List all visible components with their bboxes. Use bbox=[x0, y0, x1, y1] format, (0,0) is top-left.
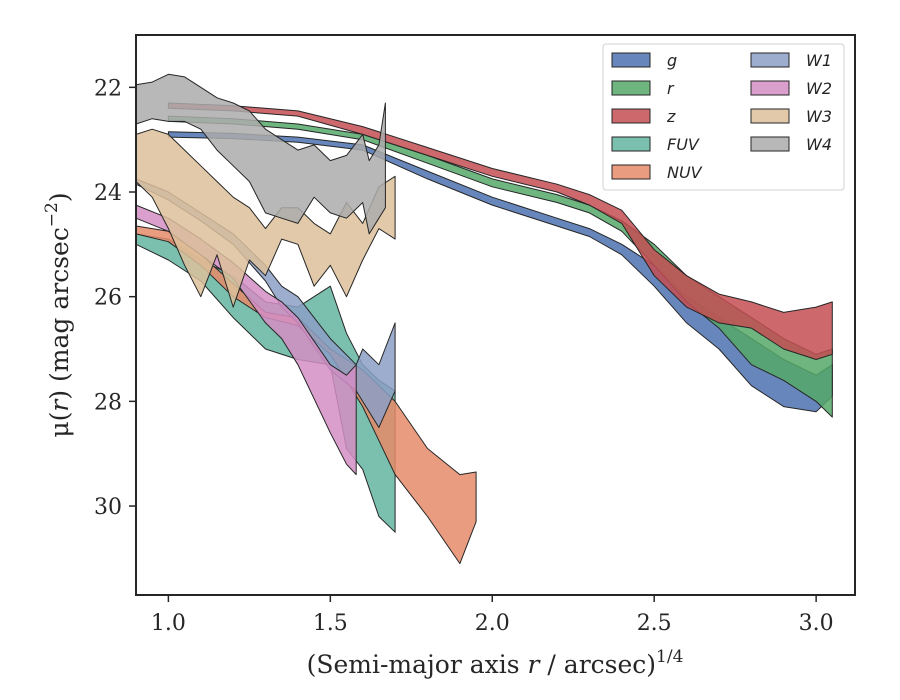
band-w3 bbox=[135, 128, 396, 308]
legend-entry-g: g bbox=[611, 51, 677, 70]
legend-label: W2 bbox=[806, 79, 832, 98]
legend-swatch bbox=[750, 80, 790, 96]
band-w4 bbox=[135, 73, 386, 235]
x-axis-label: (Semi-major axis r / arcsec)1/4 bbox=[307, 647, 684, 679]
legend-label: W1 bbox=[806, 51, 832, 70]
legend-swatch bbox=[750, 52, 790, 68]
y-ticks: 22 24 26 28 30 bbox=[94, 76, 136, 520]
legend-label: FUV bbox=[667, 135, 700, 154]
legend-label: z bbox=[666, 107, 676, 126]
legend-swatch bbox=[750, 108, 790, 124]
legend-swatch bbox=[611, 52, 651, 68]
legend-label: g bbox=[667, 51, 677, 70]
x-tick-label: 1.0 bbox=[151, 611, 186, 636]
legend-label: NUV bbox=[667, 163, 703, 182]
legend-entry-w1: W1 bbox=[750, 51, 832, 70]
legend-entry-w4: W4 bbox=[750, 135, 832, 154]
legend-entry-r: r bbox=[611, 79, 675, 98]
y-tick-label: 24 bbox=[94, 181, 122, 206]
x-tick-label: 2.0 bbox=[475, 611, 510, 636]
legend-entry-fuv: FUV bbox=[611, 135, 700, 154]
x-tick-label: 2.5 bbox=[637, 611, 672, 636]
legend-swatch bbox=[611, 108, 651, 124]
x-tick-label: 3.0 bbox=[799, 611, 834, 636]
series-bands bbox=[135, 73, 833, 565]
legend: grz FUV NUV W1 W2 W3 W4 bbox=[602, 43, 845, 191]
band-z bbox=[167, 102, 833, 360]
legend-entry-w2: W2 bbox=[750, 79, 832, 98]
x-tick-label: 1.5 bbox=[313, 611, 348, 636]
legend-swatch bbox=[611, 136, 651, 152]
legend-entry-z: z bbox=[611, 107, 676, 126]
y-tick-label: 26 bbox=[94, 286, 122, 311]
legend-swatch bbox=[750, 136, 790, 152]
legend-label: r bbox=[667, 79, 675, 98]
y-tick-label: 22 bbox=[94, 76, 122, 101]
legend-label: W4 bbox=[806, 135, 832, 154]
y-tick-label: 30 bbox=[94, 495, 122, 520]
legend-entry-w3: W3 bbox=[750, 107, 832, 126]
legend-swatch bbox=[611, 164, 651, 180]
legend-label: W3 bbox=[806, 107, 832, 126]
band-r bbox=[167, 115, 833, 418]
plot-frame bbox=[135, 34, 856, 596]
x-ticks: 1.0 1.5 2.0 2.5 3.0 bbox=[151, 595, 834, 636]
y-tick-label: 28 bbox=[94, 390, 122, 415]
legend-entry-nuv: NUV bbox=[611, 163, 703, 182]
legend-swatch bbox=[611, 80, 651, 96]
y-axis-label: μ(r) (mag arcsec−2) bbox=[42, 192, 74, 437]
